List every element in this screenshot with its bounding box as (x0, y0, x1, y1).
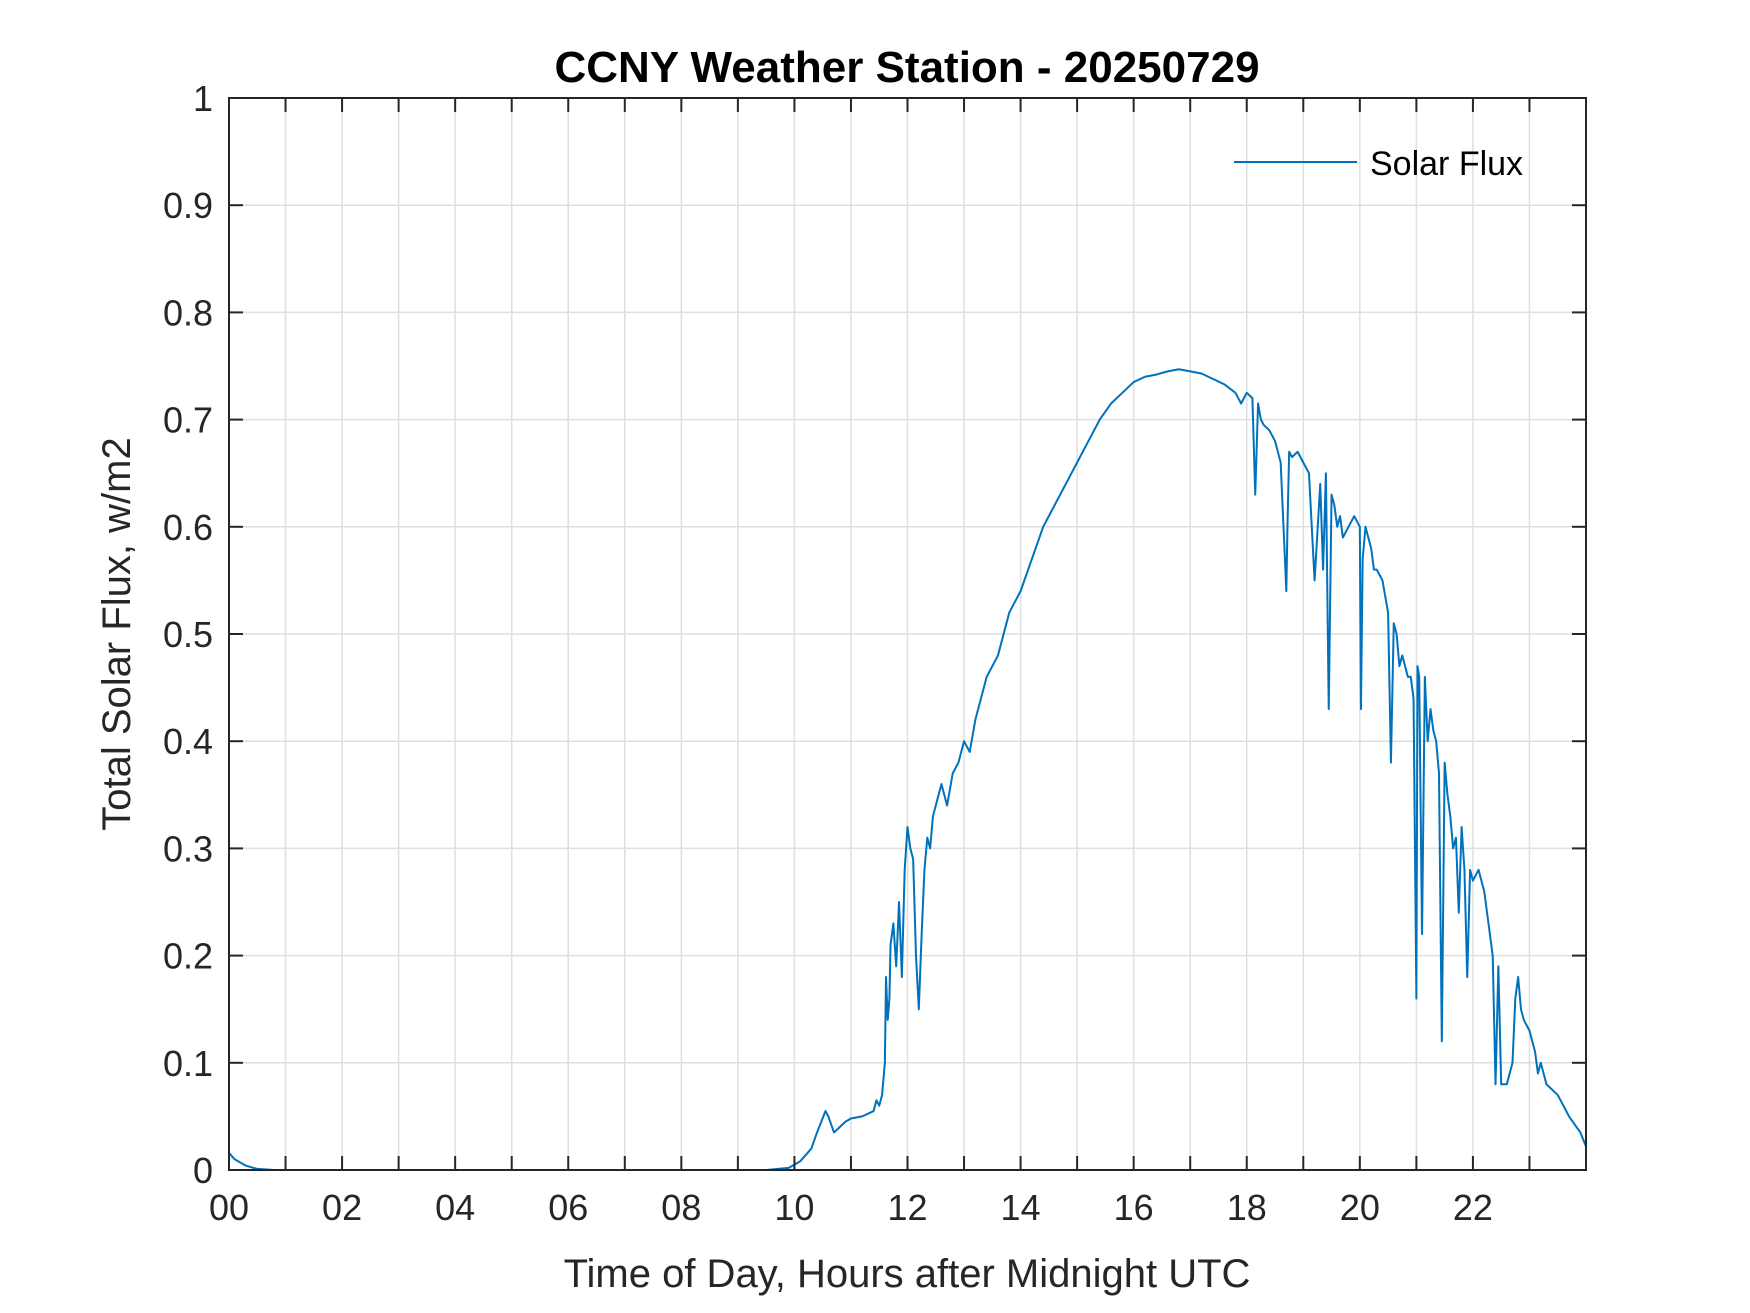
y-tick-label: 0 (193, 1150, 213, 1191)
x-tick-label: 02 (322, 1187, 362, 1228)
x-axis-label: Time of Day, Hours after Midnight UTC (564, 1252, 1251, 1296)
legend-label-solar-flux: Solar Flux (1370, 145, 1523, 183)
x-tick-label: 00 (209, 1187, 249, 1228)
chart-title: CCNY Weather Station - 20250729 (554, 43, 1259, 92)
y-tick-label: 0.1 (163, 1043, 213, 1084)
y-tick-label: 0.3 (163, 828, 213, 869)
y-tick-label: 0.8 (163, 292, 213, 333)
y-tick-label: 0.5 (163, 614, 213, 655)
y-tick-label: 0.2 (163, 936, 213, 977)
x-tick-label: 16 (1114, 1187, 1154, 1228)
x-tick-label: 14 (1001, 1187, 1041, 1228)
x-tick-label: 04 (435, 1187, 475, 1228)
y-axis-label: Total Solar Flux, w/m2 (95, 437, 139, 830)
x-tick-label: 22 (1453, 1187, 1493, 1228)
y-tick-label: 0.9 (163, 185, 213, 226)
y-tick-label: 0.6 (163, 507, 213, 548)
tick-labels: 00 02 04 06 08 10 12 14 16 18 20 22 0 0.1 0.2 0.3 0.4 0.5… (163, 78, 1493, 1228)
x-tick-label: 18 (1227, 1187, 1267, 1228)
ticks (228, 97, 1586, 1171)
x-tick-label: 10 (774, 1187, 814, 1228)
x-tick-label: 08 (661, 1187, 701, 1228)
series-layer (228, 368, 1587, 1171)
legend: Solar Flux (1234, 145, 1523, 183)
x-tick-label: 20 (1340, 1187, 1380, 1228)
series-line-solar-flux (228, 368, 1587, 1171)
y-tick-label: 1 (193, 78, 213, 119)
x-tick-label: 12 (887, 1187, 927, 1228)
y-tick-label: 0.4 (163, 721, 213, 762)
x-tick-label: 06 (548, 1187, 588, 1228)
y-tick-label: 0.7 (163, 400, 213, 441)
